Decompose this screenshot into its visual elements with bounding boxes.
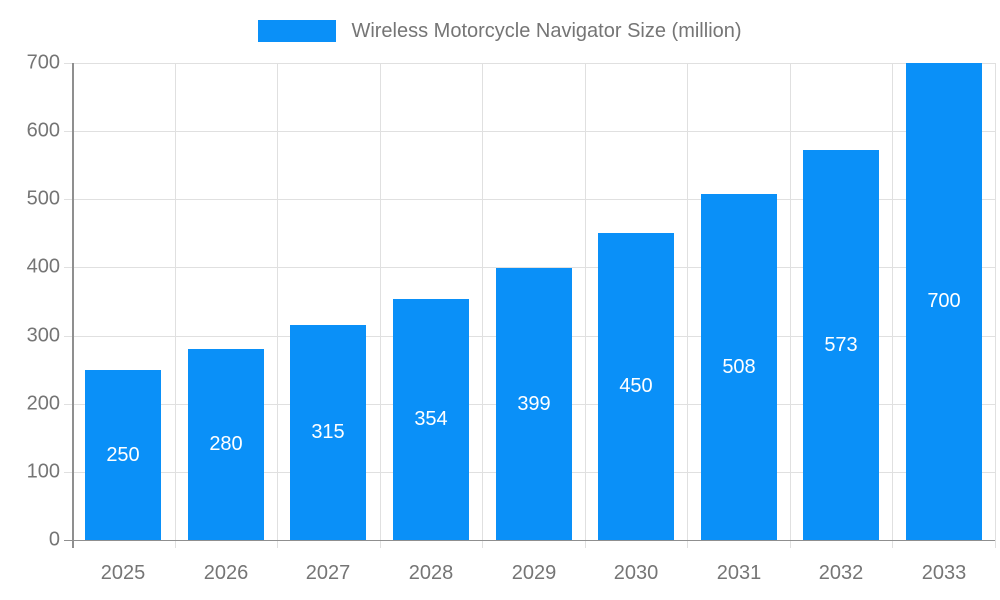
y-axis-tick <box>64 131 72 133</box>
y-tick-label: 500 <box>26 187 60 210</box>
legend-swatch-icon <box>258 20 337 42</box>
bar-2026[interactable]: 280 <box>188 349 264 540</box>
legend[interactable]: Wireless Motorcycle Navigator Size (mill… <box>0 20 1000 42</box>
y-tick-label: 0 <box>48 528 60 551</box>
x-gridline <box>482 63 483 548</box>
y-axis-line <box>72 63 74 548</box>
y-tick-label: 600 <box>26 119 60 142</box>
x-tick-label: 2032 <box>818 562 864 584</box>
bar-2033[interactable]: 700 <box>906 63 982 540</box>
x-tick-label: 2028 <box>408 562 454 584</box>
x-gridline <box>995 63 996 548</box>
bar-2028[interactable]: 354 <box>393 299 469 540</box>
plot-area: 250 280 315 354 399 450 508 573 700 <box>72 63 996 548</box>
y-axis-tick <box>64 403 72 405</box>
y-axis-tick <box>64 63 72 64</box>
bar-2032[interactable]: 573 <box>803 150 879 540</box>
y-axis-tick <box>64 335 72 337</box>
x-gridline <box>175 63 176 548</box>
bar-value-label: 508 <box>722 355 756 378</box>
x-gridline <box>892 63 893 548</box>
x-gridline <box>585 63 586 548</box>
x-gridline <box>790 63 791 548</box>
bar-2030[interactable]: 450 <box>598 233 674 540</box>
y-gridline <box>72 63 995 64</box>
x-gridline <box>380 63 381 548</box>
y-axis-tick <box>64 199 72 201</box>
y-tick-label: 300 <box>26 324 60 347</box>
bar-value-label: 354 <box>414 408 448 430</box>
x-tick-label: 2033 <box>921 562 967 584</box>
y-gridline <box>72 131 995 133</box>
legend-label: Wireless Motorcycle Navigator Size (mill… <box>351 20 742 42</box>
bar-value-label: 280 <box>209 433 243 455</box>
x-axis-line <box>64 540 995 541</box>
bar-2029[interactable]: 399 <box>496 268 572 540</box>
bar-value-label: 315 <box>311 421 345 443</box>
y-tick-label: 700 <box>26 51 60 74</box>
x-gridline <box>277 63 278 548</box>
bar-value-label: 250 <box>106 443 140 466</box>
y-tick-label: 400 <box>26 255 60 278</box>
y-axis-tick <box>64 267 72 269</box>
y-gridline <box>72 199 995 201</box>
x-gridline <box>687 63 688 548</box>
x-tick-label: 2031 <box>716 562 762 584</box>
bar-value-label: 573 <box>824 333 858 356</box>
bar-value-label: 700 <box>927 290 961 312</box>
x-tick-label: 2027 <box>305 562 351 584</box>
x-tick-label: 2029 <box>511 562 557 584</box>
bar-2025[interactable]: 250 <box>85 370 161 540</box>
y-gridline <box>72 267 995 269</box>
x-tick-label: 2025 <box>100 562 146 584</box>
y-tick-label: 100 <box>26 460 60 483</box>
x-tick-label: 2026 <box>203 562 249 584</box>
bar-value-label: 399 <box>517 392 551 415</box>
bar-2027[interactable]: 315 <box>290 325 366 540</box>
bar-value-label: 450 <box>619 375 653 397</box>
y-axis-tick <box>64 471 72 473</box>
x-tick-label: 2030 <box>613 562 659 584</box>
y-tick-label: 200 <box>26 392 60 415</box>
bar-2031[interactable]: 508 <box>701 194 777 540</box>
